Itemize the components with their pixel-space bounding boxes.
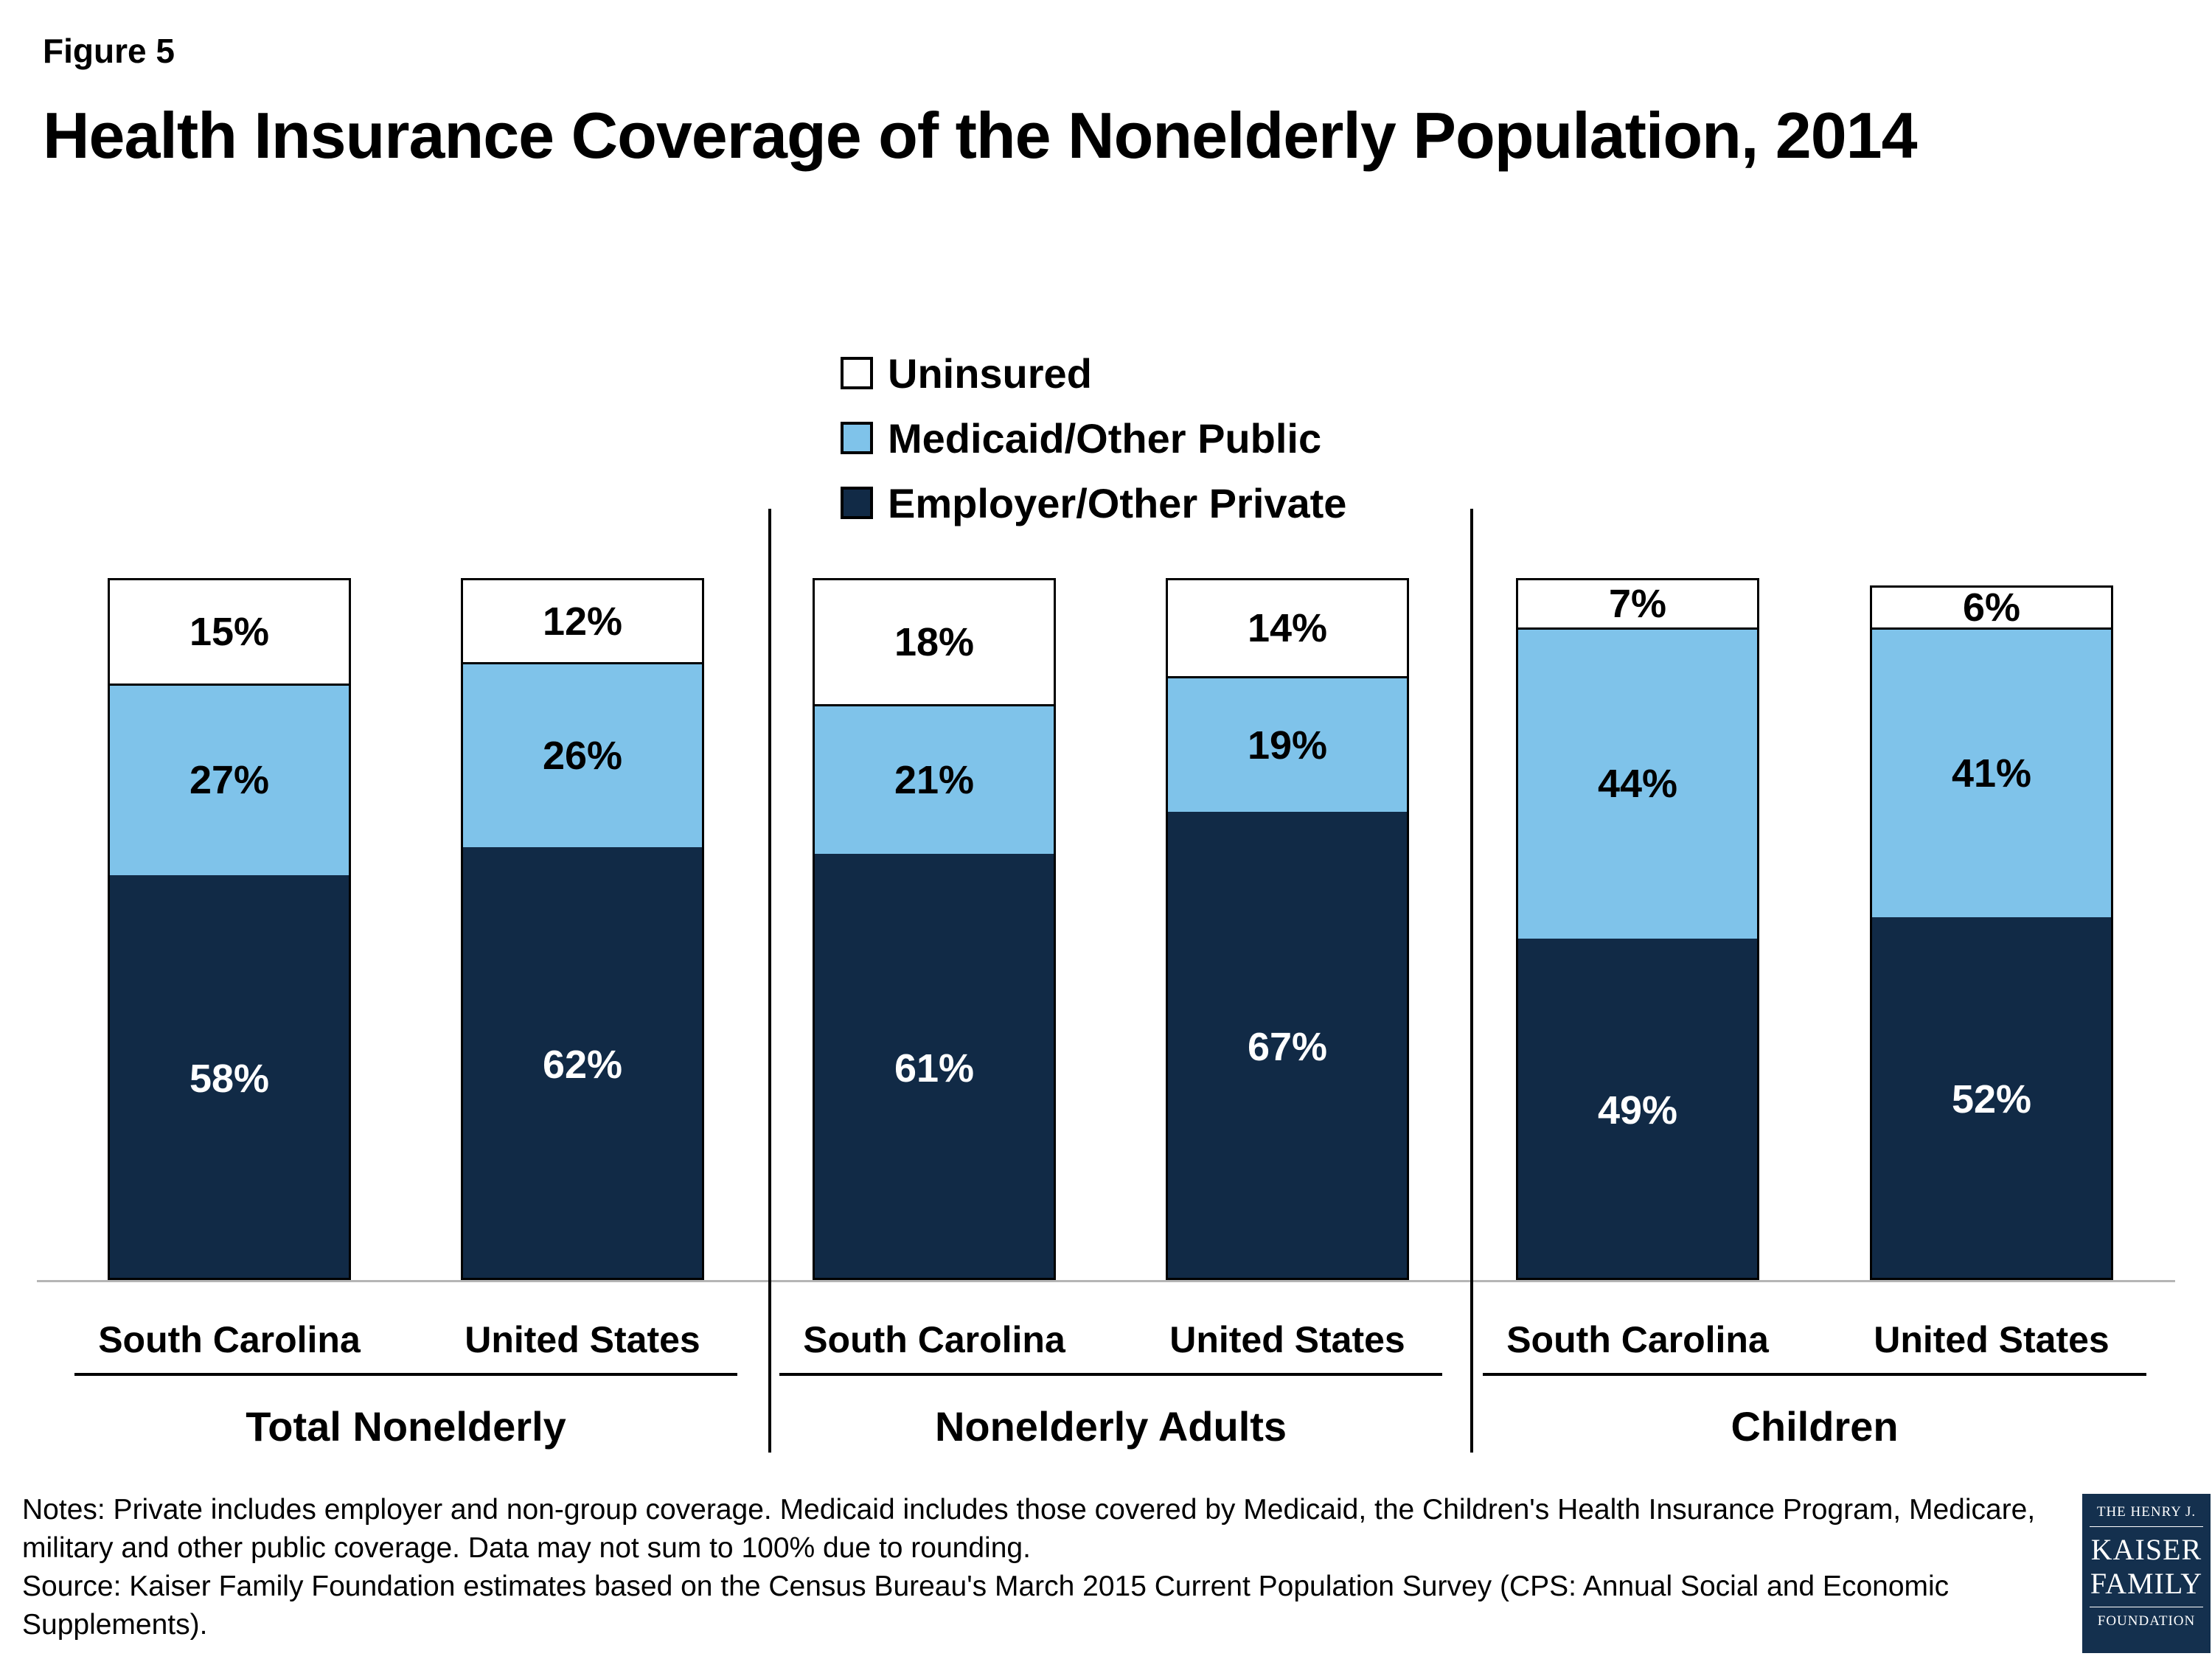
- legend-swatch-icon: [841, 487, 873, 519]
- group-underline-total-nonelderly: [74, 1373, 737, 1376]
- bar-value-label: 41%: [1951, 751, 2032, 796]
- x-axis-line: [37, 1280, 2175, 1282]
- bar-value-label: 49%: [1597, 1088, 1678, 1133]
- notes-text: Notes: Private includes employer and non…: [22, 1494, 2036, 1564]
- bar-value-label: 62%: [542, 1042, 623, 1087]
- legend-item-medicaid-other-public: Medicaid/Other Public: [841, 406, 1346, 470]
- kff-logo: THE HENRY J. KAISER FAMILY FOUNDATION: [2082, 1494, 2211, 1653]
- legend-item-employer-other-private: Employer/Other Private: [841, 470, 1346, 535]
- bar-value-label: 67%: [1247, 1025, 1328, 1070]
- bar-segment-uninsured: 12%: [463, 580, 702, 665]
- legend: Uninsured Medicaid/Other Public Employer/O…: [841, 341, 1346, 535]
- bar-segment-medicaid: 41%: [1872, 629, 2111, 917]
- x-axis-category-label: United States: [1169, 1319, 1405, 1360]
- group-label-total-nonelderly: Total Nonelderly: [246, 1403, 566, 1450]
- bar-value-label: 61%: [894, 1046, 975, 1091]
- bar-value-label: 15%: [189, 609, 270, 654]
- bar-united-states-children: 6% 41% 52%: [1870, 585, 2113, 1280]
- bar-value-label: 19%: [1247, 723, 1328, 768]
- bar-united-states-total-nonelderly: 12% 26% 62%: [461, 578, 704, 1280]
- legend-item-label: Medicaid/Other Public: [888, 414, 1322, 462]
- bar-value-label: 6%: [1962, 585, 2021, 630]
- group-label-children: Children: [1731, 1403, 1899, 1450]
- bar-value-label: 21%: [894, 758, 975, 803]
- legend-item-label: Uninsured: [888, 349, 1092, 397]
- x-axis-category-label: South Carolina: [98, 1319, 361, 1360]
- bar-value-label: 44%: [1597, 762, 1678, 807]
- bar-segment-uninsured: 6%: [1872, 585, 2111, 630]
- bar-south-carolina-children: 7% 44% 49%: [1516, 578, 1759, 1280]
- bar-united-states-nonelderly-adults: 14% 19% 67%: [1166, 578, 1409, 1280]
- bar-segment-uninsured: 15%: [110, 580, 349, 686]
- bar-segment-medicaid: 19%: [1168, 678, 1407, 813]
- bar-south-carolina-nonelderly-adults: 18% 21% 61%: [813, 578, 1056, 1280]
- bar-value-label: 27%: [189, 758, 270, 803]
- kff-logo-line3: FAMILY: [2090, 1567, 2203, 1600]
- bar-segment-medicaid: 27%: [110, 685, 349, 875]
- page-title: Health Insurance Coverage of the Nonelde…: [43, 99, 1918, 172]
- kff-logo-rule-top: [2090, 1526, 2203, 1527]
- bar-value-label: 26%: [542, 733, 623, 778]
- group-divider-2: [1470, 509, 1473, 1453]
- bar-segment-employer: 52%: [1872, 917, 2111, 1278]
- bar-segment-medicaid: 21%: [815, 706, 1054, 855]
- x-axis-category-label: United States: [1874, 1319, 2110, 1360]
- legend-swatch-icon: [841, 422, 873, 454]
- group-label-nonelderly-adults: Nonelderly Adults: [934, 1403, 1287, 1450]
- bar-value-label: 7%: [1608, 581, 1667, 626]
- notes-block: Notes: Private includes employer and non…: [22, 1491, 2072, 1644]
- source-text: Source: Kaiser Family Foundation estimat…: [22, 1570, 1950, 1641]
- bar-segment-uninsured: 7%: [1518, 580, 1757, 630]
- bar-segment-uninsured: 18%: [815, 580, 1054, 707]
- bar-segment-medicaid: 26%: [463, 664, 702, 847]
- group-underline-children: [1483, 1373, 2146, 1376]
- bar-value-label: 12%: [542, 599, 623, 644]
- kff-logo-line4: FOUNDATION: [2097, 1613, 2196, 1629]
- x-axis-category-label: South Carolina: [1506, 1319, 1769, 1360]
- bar-south-carolina-total-nonelderly: 15% 27% 58%: [108, 578, 351, 1280]
- x-axis-category-label: United States: [465, 1319, 700, 1360]
- bar-segment-employer: 58%: [110, 874, 349, 1278]
- legend-swatch-icon: [841, 357, 873, 389]
- bar-segment-employer: 49%: [1518, 938, 1757, 1278]
- group-underline-nonelderly-adults: [779, 1373, 1442, 1376]
- kff-logo-line2: KAISER: [2090, 1533, 2202, 1566]
- bar-value-label: 52%: [1951, 1077, 2032, 1122]
- bar-value-label: 14%: [1247, 606, 1328, 651]
- bar-segment-employer: 67%: [1168, 812, 1407, 1278]
- x-axis-category-label: South Carolina: [803, 1319, 1065, 1360]
- bar-segment-employer: 62%: [463, 846, 702, 1278]
- group-divider-1: [768, 509, 771, 1453]
- bar-segment-uninsured: 14%: [1168, 580, 1407, 679]
- bar-segment-medicaid: 44%: [1518, 629, 1757, 939]
- legend-item-uninsured: Uninsured: [841, 341, 1346, 406]
- figure-number-label: Figure 5: [43, 32, 175, 70]
- kff-logo-line1: THE HENRY J.: [2096, 1504, 2197, 1520]
- bar-value-label: 58%: [189, 1056, 270, 1101]
- bar-segment-employer: 61%: [815, 854, 1054, 1278]
- bar-value-label: 18%: [894, 620, 975, 665]
- legend-item-label: Employer/Other Private: [888, 479, 1347, 526]
